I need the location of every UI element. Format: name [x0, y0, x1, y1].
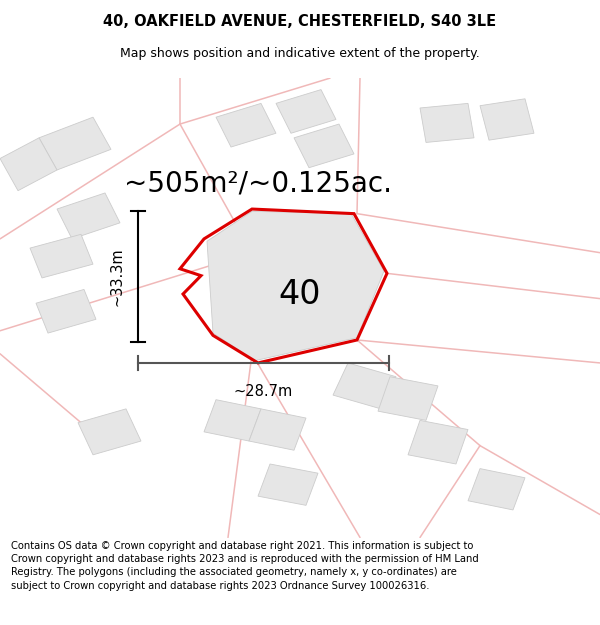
Polygon shape — [258, 464, 318, 506]
Polygon shape — [78, 409, 141, 455]
Polygon shape — [30, 234, 93, 278]
Polygon shape — [216, 103, 276, 147]
Polygon shape — [249, 409, 306, 450]
Polygon shape — [408, 421, 468, 464]
Polygon shape — [57, 193, 120, 239]
Text: Map shows position and indicative extent of the property.: Map shows position and indicative extent… — [120, 47, 480, 60]
Polygon shape — [294, 124, 354, 168]
Text: ~505m²/~0.125ac.: ~505m²/~0.125ac. — [124, 170, 392, 198]
Polygon shape — [333, 363, 396, 409]
Polygon shape — [204, 400, 261, 441]
Polygon shape — [36, 289, 96, 333]
Polygon shape — [480, 99, 534, 140]
Polygon shape — [378, 377, 438, 421]
Text: 40: 40 — [279, 278, 321, 311]
Text: ~33.3m: ~33.3m — [110, 248, 125, 306]
Text: 40, OAKFIELD AVENUE, CHESTERFIELD, S40 3LE: 40, OAKFIELD AVENUE, CHESTERFIELD, S40 3… — [103, 14, 497, 29]
Polygon shape — [276, 89, 336, 133]
Text: ~28.7m: ~28.7m — [234, 384, 293, 399]
Polygon shape — [0, 138, 57, 191]
Text: Contains OS data © Crown copyright and database right 2021. This information is : Contains OS data © Crown copyright and d… — [11, 541, 479, 591]
Polygon shape — [468, 469, 525, 510]
Polygon shape — [420, 103, 474, 142]
Polygon shape — [39, 117, 111, 170]
Polygon shape — [207, 211, 384, 361]
